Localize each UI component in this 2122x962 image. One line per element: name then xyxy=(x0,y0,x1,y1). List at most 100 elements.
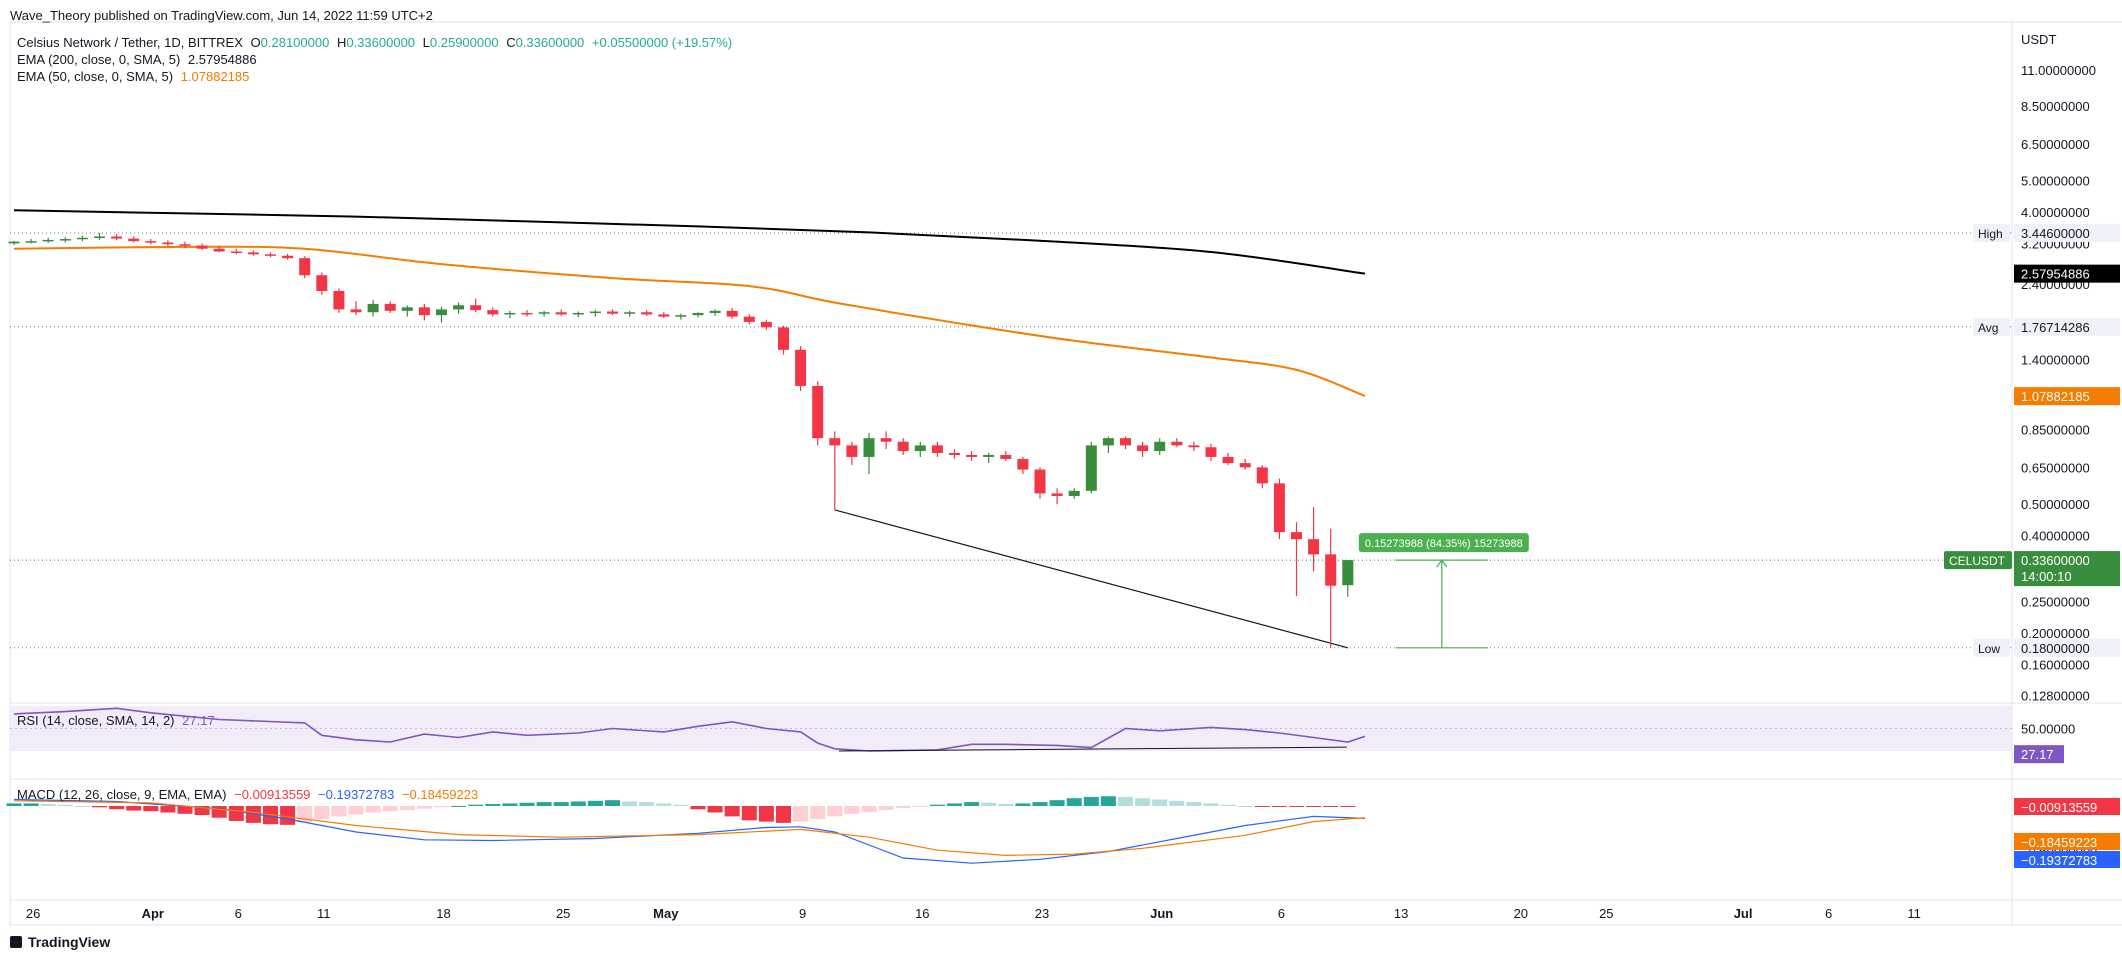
ema50-price-box xyxy=(2014,387,2120,406)
price-tick-label: 8.50000000 xyxy=(2021,99,2090,114)
macd-histogram-bar xyxy=(314,806,330,819)
macd-value-box xyxy=(2014,798,2120,815)
macd-histogram-bar xyxy=(228,806,244,821)
open-value: 0.28100000 xyxy=(260,35,330,50)
change-value: +0.05500000 (+19.57%) xyxy=(591,35,733,50)
candle-body xyxy=(1308,539,1320,555)
candle-body xyxy=(436,309,447,316)
macd-value-label: −0.19372783 xyxy=(2021,853,2097,868)
candle-body xyxy=(25,241,37,243)
currency-label: USDT xyxy=(2021,32,2056,47)
candle-body xyxy=(299,258,311,276)
macd-legend[interactable]: MACD (12, 26, close, 9, EMA, EMA) −0.009… xyxy=(17,787,482,802)
price-tick-label: 0.12800000 xyxy=(2021,689,2090,704)
candle-body xyxy=(743,316,755,322)
symbol-legend[interactable]: Celsius Network / Tether, 1D, BITTREX O0… xyxy=(17,35,736,50)
macd-histogram-bar xyxy=(1237,806,1253,807)
time-tick-label: 11 xyxy=(317,906,331,921)
candle-body xyxy=(1222,456,1234,464)
macd-histogram-bar xyxy=(1015,803,1031,806)
macd-value-box xyxy=(2014,851,2120,868)
macd-histogram-bar xyxy=(502,803,518,806)
price-pane[interactable]: 0.15273988 (84.35%) 15273988 xyxy=(8,209,2013,649)
time-tick-label: Jun xyxy=(1150,906,1173,921)
candle-body xyxy=(1051,493,1063,497)
price-axis[interactable]: USDT 11.00000000 8.50000000 6.50000000 5.000… xyxy=(1944,32,2120,868)
candle-body xyxy=(1120,438,1131,446)
macd-histogram-bar xyxy=(844,806,860,814)
rsi-pane[interactable] xyxy=(10,706,2012,752)
candle-body xyxy=(658,314,670,317)
macd-pane[interactable] xyxy=(6,796,1365,864)
candle-body xyxy=(316,275,328,291)
macd-histogram-bar xyxy=(656,803,672,806)
candle-body xyxy=(470,305,482,311)
macd-histogram-bar xyxy=(536,802,552,806)
close-label: C xyxy=(506,35,516,50)
time-tick-label: 26 xyxy=(26,906,40,921)
macd-histogram-bar xyxy=(451,806,467,807)
reference-tag-low xyxy=(1973,638,2010,657)
candle-body xyxy=(1291,532,1302,540)
macd-histogram-bar xyxy=(964,802,980,806)
time-tick-label: 25 xyxy=(1599,906,1613,921)
candle-body xyxy=(1256,467,1268,484)
price-tick-label: 4.00000000 xyxy=(2021,205,2090,220)
candle-body xyxy=(897,441,909,452)
candle-body xyxy=(675,315,687,317)
candle-body xyxy=(418,307,430,316)
reference-value: 1.76714286 xyxy=(2021,320,2090,335)
candle-body xyxy=(401,307,413,311)
macd-signal-value: −0.18459223 xyxy=(401,787,479,802)
rsi-legend[interactable]: RSI (14, close, SMA, 14, 2) 27.17 xyxy=(17,713,219,728)
candle-body xyxy=(1137,445,1149,452)
ema50-label: EMA (50, close, 0, SMA, 5) xyxy=(17,69,174,84)
reference-label-low: Low xyxy=(1978,642,2000,656)
candle-body xyxy=(1068,490,1080,497)
measure-label: 0.15273988 (84.35%) 15273988 xyxy=(1365,538,1523,550)
high-value: 0.33600000 xyxy=(346,35,416,50)
ema200-legend[interactable]: EMA (200, close, 0, SMA, 5) 2.57954886 xyxy=(17,52,261,67)
reference-tag-avg xyxy=(1973,317,2010,336)
candle-body xyxy=(128,238,140,242)
candle-body xyxy=(795,349,807,386)
time-tick-label: 16 xyxy=(915,906,929,921)
macd-histogram-bar xyxy=(724,806,740,817)
macd-histogram-bar xyxy=(1306,806,1322,807)
macd-histogram-bar xyxy=(434,806,449,808)
macd-histogram-bar xyxy=(1118,796,1133,806)
candle-body xyxy=(1205,447,1217,457)
time-tick-label: 13 xyxy=(1394,906,1408,921)
support-trendline xyxy=(834,509,1348,649)
candle-body xyxy=(863,438,875,457)
macd-histogram-bar xyxy=(160,806,176,813)
macd-histogram-bar xyxy=(468,804,484,806)
price-tick-label: 0.25000000 xyxy=(2021,595,2090,610)
macd-histogram-bar xyxy=(895,806,911,808)
open-label: O xyxy=(250,35,261,50)
chart-frame xyxy=(9,21,2122,926)
ema200-line xyxy=(13,209,1366,275)
macd-histogram-bar xyxy=(741,806,757,821)
macd-histogram-bar xyxy=(673,804,689,806)
macd-histogram-bar xyxy=(177,806,193,814)
macd-histogram-bar xyxy=(280,806,296,825)
tradingview-logo[interactable]: TradingView xyxy=(10,934,110,950)
candle-body xyxy=(1239,463,1251,468)
candle-body xyxy=(1342,560,1354,586)
macd-histogram-bar xyxy=(416,806,432,809)
low-label: L xyxy=(422,35,430,50)
candle-body xyxy=(265,254,276,256)
candle-body xyxy=(384,303,396,311)
ema50-legend[interactable]: EMA (50, close, 0, SMA, 5) 1.07882185 xyxy=(17,69,253,84)
rsi-value-box xyxy=(2014,745,2064,764)
candle-body xyxy=(812,385,824,439)
candle-body xyxy=(59,239,71,241)
macd-histogram-bar xyxy=(40,804,56,806)
candle-body xyxy=(914,445,926,452)
time-axis[interactable]: 26 Apr 6 11 18 25 May 9 16 23 Jun 6 13 20 25 Jul 6 11 xyxy=(26,906,1921,921)
high-label: H xyxy=(336,35,347,50)
macd-histogram-bar xyxy=(861,806,877,812)
macd-histogram-bar xyxy=(23,803,39,806)
